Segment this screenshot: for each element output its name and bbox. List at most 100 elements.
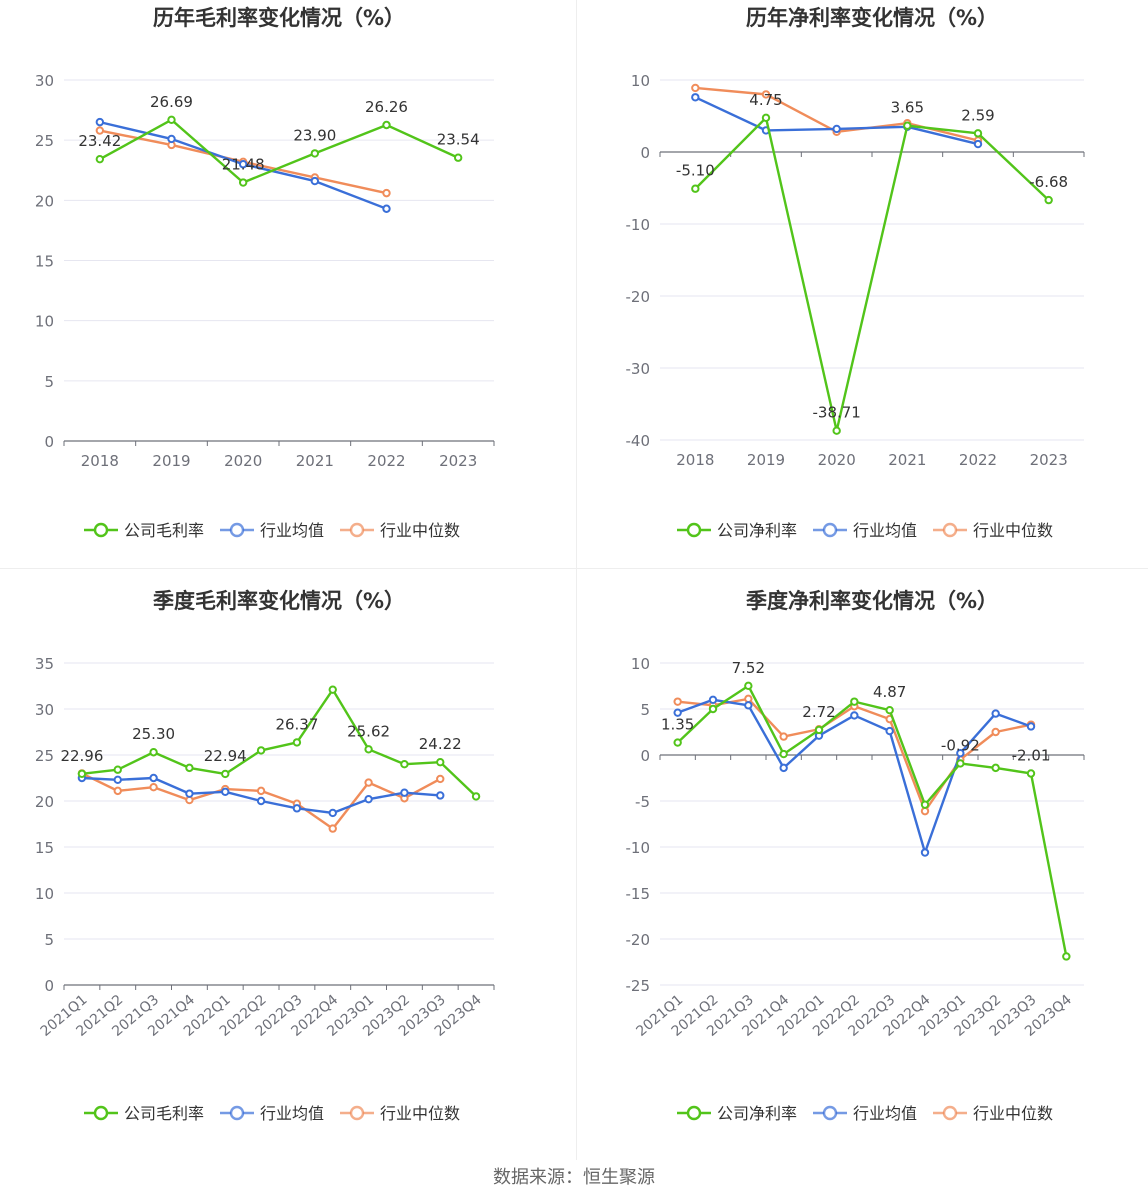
data-point — [328, 808, 337, 818]
legend-label: 公司毛利率 — [124, 521, 204, 540]
x-tick-label: 2018 — [81, 452, 119, 470]
data-point — [292, 804, 302, 813]
legend-swatch-marker — [822, 522, 838, 538]
data-point — [885, 705, 894, 715]
data-point — [95, 154, 105, 164]
data-point — [149, 748, 158, 757]
legend-swatch-marker — [686, 522, 702, 538]
data-label: -2.01 — [1012, 746, 1051, 764]
data-point — [956, 748, 965, 758]
data-point — [973, 129, 983, 138]
data-point — [256, 796, 266, 806]
legend-item: 公司毛利率 — [84, 521, 204, 540]
data-point — [400, 760, 409, 769]
legend-swatch-marker — [93, 522, 109, 538]
data-point — [991, 727, 1000, 737]
data-point — [382, 120, 391, 130]
y-tick-label: -30 — [626, 360, 651, 378]
data-label: 23.42 — [78, 132, 121, 150]
data-point — [436, 791, 445, 800]
data-point — [221, 769, 230, 779]
horizontal-divider — [0, 568, 1148, 569]
y-tick-label: 5 — [44, 373, 54, 391]
y-tick-label: -10 — [626, 216, 651, 234]
y-tick-label: 5 — [44, 931, 54, 949]
series-line-company — [676, 684, 1068, 957]
data-label: 2.72 — [802, 703, 835, 721]
data-point — [221, 787, 230, 797]
data-point — [920, 848, 930, 857]
chart-title: 季度毛利率变化情况（%） — [153, 589, 405, 613]
legend-swatch-marker — [93, 1105, 109, 1121]
data-label: 7.52 — [732, 659, 765, 677]
data-point — [95, 117, 105, 127]
legend: 公司净利率 行业均值 行业中位数 — [677, 1104, 1053, 1123]
data-point — [292, 738, 302, 747]
data-point — [673, 708, 682, 717]
y-tick-label: 10 — [35, 885, 54, 903]
data-label: 4.87 — [873, 683, 906, 701]
data-point — [1062, 952, 1071, 961]
series-line-industry-average — [81, 776, 441, 815]
y-tick-label: 30 — [35, 72, 54, 90]
series-line-company — [81, 688, 477, 798]
data-point — [744, 681, 753, 691]
legend: 公司毛利率 行业均值 行业中位数 — [84, 521, 460, 540]
legend-item: 行业均值 — [813, 521, 917, 540]
data-point — [920, 806, 930, 816]
chart-title: 历年净利率变化情况（%） — [746, 6, 998, 30]
x-tick-label: 2022 — [367, 452, 405, 470]
legend-swatch-marker — [349, 1105, 365, 1121]
y-tick-label: 0 — [44, 977, 54, 995]
y-tick-label: 15 — [35, 839, 54, 857]
legend-label: 公司净利率 — [717, 1104, 797, 1123]
data-point — [691, 93, 700, 102]
legend-swatch-marker — [942, 522, 958, 538]
y-tick-label: 10 — [35, 313, 54, 331]
data-point — [364, 794, 373, 804]
legend-label: 行业均值 — [853, 1104, 917, 1123]
data-point — [850, 711, 859, 720]
data-label: 26.69 — [150, 93, 193, 111]
legend-item: 公司毛利率 — [84, 1104, 204, 1123]
y-tick-label: 25 — [35, 132, 54, 150]
data-point — [779, 749, 788, 759]
x-tick-label: 2019 — [747, 451, 785, 469]
data-point — [256, 746, 266, 755]
y-tick-label: -40 — [626, 432, 651, 450]
data-point — [1026, 769, 1036, 778]
data-label: 24.22 — [419, 735, 462, 753]
data-label: -6.68 — [1029, 173, 1068, 191]
data-label: 22.96 — [60, 747, 103, 765]
data-point — [471, 792, 481, 801]
legend-label: 行业中位数 — [380, 521, 460, 540]
legend-item: 行业均值 — [813, 1104, 917, 1123]
legend-swatch-marker — [349, 522, 365, 538]
data-label: 22.94 — [204, 747, 247, 765]
data-point — [991, 709, 1000, 718]
x-tick-label: 2020 — [818, 451, 856, 469]
legend: 公司净利率 行业均值 行业中位数 — [677, 521, 1053, 540]
data-point — [310, 149, 320, 158]
data-label: 3.65 — [891, 99, 924, 117]
chart-panel-3: 季度毛利率变化情况（%）051015202530352021Q12021Q220… — [35, 589, 495, 1123]
data-point — [885, 726, 894, 736]
data-point — [328, 685, 337, 694]
y-tick-label: 35 — [35, 655, 54, 673]
data-point — [185, 763, 194, 773]
data-point — [708, 695, 718, 705]
legend-swatch-marker — [822, 1105, 838, 1121]
y-tick-label: 0 — [640, 144, 650, 162]
legend-label: 行业均值 — [853, 521, 917, 540]
data-point — [453, 153, 463, 162]
data-label: 23.90 — [293, 126, 336, 144]
data-point — [1026, 722, 1036, 731]
data-point — [779, 732, 788, 741]
data-label: -5.10 — [676, 162, 715, 180]
chart-panel-1: 历年毛利率变化情况（%） 0 5 10 15 20 25 30 2018 2019 2020 2021… — [35, 6, 495, 540]
legend-swatch-marker — [229, 1105, 245, 1121]
data-label: 25.62 — [347, 722, 390, 740]
x-tick-label: 2019 — [152, 452, 190, 470]
data-point — [920, 800, 930, 809]
legend-item: 行业均值 — [220, 1104, 324, 1123]
